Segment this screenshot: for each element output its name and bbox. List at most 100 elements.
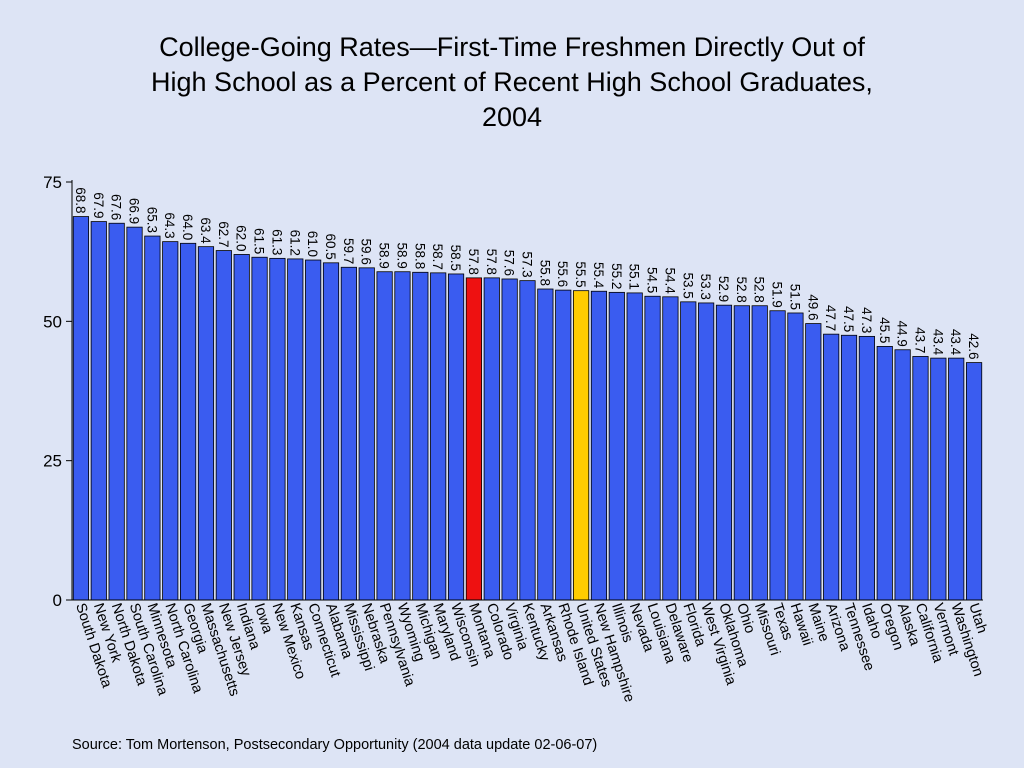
bar-value-label: 47.7	[823, 305, 838, 331]
bar	[644, 295, 661, 601]
bar	[555, 289, 572, 601]
bar-value-label: 67.9	[91, 192, 106, 218]
bar-value-label: 62.0	[234, 225, 249, 251]
bar-value-label: 44.9	[895, 320, 910, 346]
bar	[162, 241, 179, 601]
bar-value-label: 61.3	[269, 229, 284, 255]
bar-value-label: 57.6	[502, 250, 517, 276]
bar-value-label: 57.8	[484, 249, 499, 275]
bar	[269, 257, 286, 601]
bar-value-label: 61.5	[252, 228, 267, 254]
bar-value-label: 55.8	[537, 260, 552, 286]
bar-value-label: 57.8	[466, 249, 481, 275]
bar	[733, 305, 750, 601]
bar	[322, 262, 340, 601]
bar	[465, 277, 482, 601]
bar	[608, 291, 625, 601]
bar-value-label: 59.7	[341, 238, 356, 264]
bar-value-label: 58.7	[430, 244, 445, 270]
bar-value-label: 49.6	[805, 294, 820, 320]
bar-value-label: 60.5	[323, 234, 338, 260]
bar	[394, 271, 411, 601]
bar	[858, 335, 875, 601]
bar	[930, 357, 947, 601]
bar	[965, 362, 983, 601]
bar-value-label: 47.5	[841, 306, 856, 332]
bar-value-label: 45.5	[877, 317, 892, 343]
bar-value-label: 65.3	[144, 207, 159, 233]
bar	[537, 288, 554, 601]
bar	[698, 302, 715, 601]
bar	[840, 334, 858, 601]
bar-value-label: 58.9	[394, 242, 409, 268]
bar-value-label: 53.3	[698, 274, 713, 300]
bar	[233, 254, 250, 601]
bar-value-label: 55.4	[591, 262, 606, 289]
bar	[662, 296, 679, 601]
bar-value-label: 58.9	[377, 242, 392, 268]
bar	[501, 278, 518, 601]
bar-value-label: 47.3	[859, 307, 874, 333]
bar	[590, 290, 608, 601]
bar	[948, 357, 965, 601]
bar	[680, 301, 697, 601]
bar	[376, 271, 393, 601]
bar-value-label: 52.9	[716, 276, 731, 302]
bar-value-label: 67.6	[109, 194, 124, 220]
bar-value-label: 58.5	[448, 245, 463, 271]
bar-value-label: 68.8	[73, 187, 88, 213]
bar	[894, 349, 911, 601]
bar	[126, 226, 143, 601]
bar-value-label: 54.5	[645, 267, 660, 293]
bar-value-label: 42.6	[966, 333, 981, 359]
bar	[412, 271, 429, 601]
bar-value-label: 55.2	[609, 263, 624, 289]
source-note: Source: Tom Mortenson, Postsecondary Opp…	[72, 737, 598, 753]
bar-value-label: 62.7	[216, 221, 231, 247]
bar-value-label: 55.1	[627, 264, 642, 290]
bar-value-label: 55.5	[573, 261, 588, 287]
bar	[751, 305, 768, 601]
bar-value-label: 52.8	[752, 276, 767, 302]
chart-title: College-Going Rates—First-Time Freshmen …	[40, 30, 984, 135]
bar	[90, 221, 107, 601]
bar-value-label: 51.9	[770, 281, 785, 307]
bar-value-label: 43.4	[948, 329, 963, 356]
bar-value-label: 63.4	[198, 217, 213, 244]
bar	[519, 280, 536, 601]
bar-value-label: 43.7	[912, 327, 927, 353]
bar	[447, 273, 465, 601]
bar	[358, 267, 375, 601]
bar	[215, 250, 232, 601]
bar	[769, 310, 786, 601]
bar-value-label: 57.3	[520, 251, 535, 277]
bar-value-label: 61.0	[305, 231, 320, 257]
bar	[287, 258, 304, 601]
bar	[180, 242, 197, 601]
y-tick-label: 50	[43, 312, 62, 331]
bar-value-label: 43.4	[930, 329, 945, 356]
chart-title-line-3: 2004	[481, 102, 543, 132]
bar	[626, 292, 643, 601]
chart-title-line-2: High School as a Percent of Recent High …	[151, 67, 873, 97]
bar	[573, 290, 590, 601]
chart-title-line-1: College-Going Rates—First-Time Freshmen …	[159, 32, 865, 62]
y-tick-label: 0	[53, 591, 62, 610]
bar	[787, 312, 804, 601]
bar-value-label: 66.9	[127, 198, 142, 224]
bar-value-label: 55.6	[555, 261, 570, 287]
bar	[876, 346, 893, 601]
bar-value-label: 54.4	[662, 268, 677, 295]
bar	[823, 333, 840, 601]
bar-value-label: 64.3	[162, 212, 177, 238]
bar	[340, 266, 357, 601]
bar	[197, 246, 215, 601]
bar	[72, 216, 90, 601]
bar-value-label: 59.6	[359, 239, 374, 265]
bar	[251, 256, 268, 601]
bar-value-label: 58.8	[412, 243, 427, 269]
bar	[144, 235, 161, 601]
bar-value-label: 52.8	[734, 276, 749, 302]
bar-value-label: 61.2	[287, 230, 302, 256]
